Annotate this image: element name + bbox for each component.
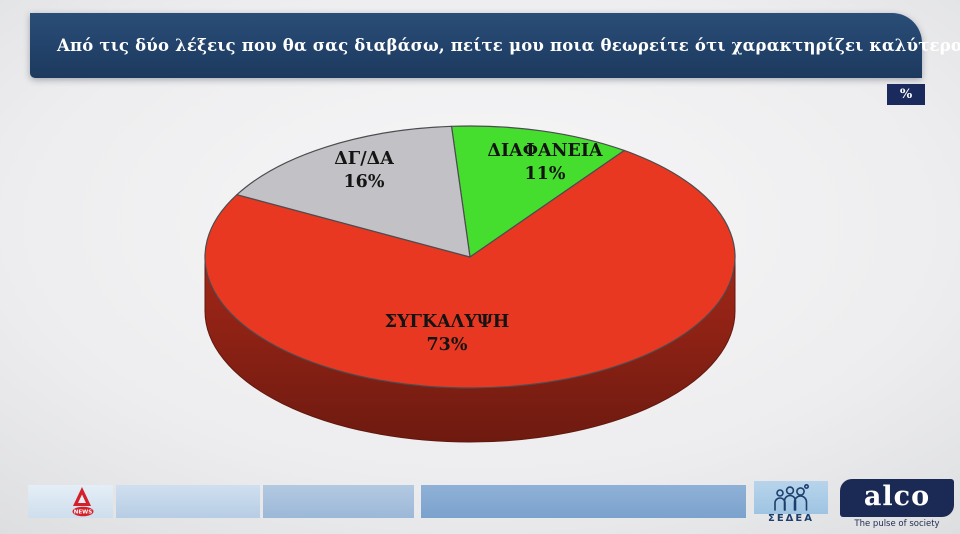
- slice-name: ΔΓ/ΔΑ: [334, 149, 394, 169]
- slice-label: ΔΙΑΦΑΝΕΙΑ 11%: [487, 140, 602, 186]
- alpha-news-label: NEWS: [74, 510, 92, 516]
- slice-name: ΣΥΓΚΑΛΥΨΗ: [384, 312, 510, 332]
- footer-panel-1: [28, 485, 113, 518]
- percent-unit-badge: %: [887, 84, 925, 105]
- slice-label: ΣΥΓΚΑΛΥΨΗ 73%: [385, 311, 510, 357]
- pie-slice: [236, 125, 471, 258]
- alpha-news-logo-icon: NEWS: [72, 487, 94, 517]
- slice-value: 11%: [524, 164, 566, 185]
- sedea-people-icon: [774, 484, 809, 511]
- footer-panel-2: [116, 485, 260, 518]
- alco-label: alco: [863, 481, 931, 512]
- footer-panel-4: [421, 485, 746, 518]
- slice-label: ΔΓ/ΔΑ 16%: [334, 148, 394, 194]
- question-header: Από τις δύο λέξεις που θα σας διαβάσω, π…: [30, 13, 960, 78]
- slice-value: 73%: [426, 335, 468, 356]
- slice-value: 16%: [343, 172, 385, 193]
- sedea-label: ΣΕΔΕΑ: [768, 513, 814, 524]
- slice-name: ΔΙΑΦΑΝΕΙΑ: [487, 141, 603, 161]
- sedea-logo-panel: [754, 481, 828, 514]
- alco-logo-panel: alco: [840, 479, 954, 517]
- alco-tagline: The pulse of society: [854, 519, 940, 529]
- pie-slice: [204, 149, 736, 389]
- pie-slice: [450, 125, 625, 258]
- question-text: Από τις δύο λέξεις που θα σας διαβάσω, π…: [57, 36, 960, 55]
- footer-panel-3: [263, 485, 414, 518]
